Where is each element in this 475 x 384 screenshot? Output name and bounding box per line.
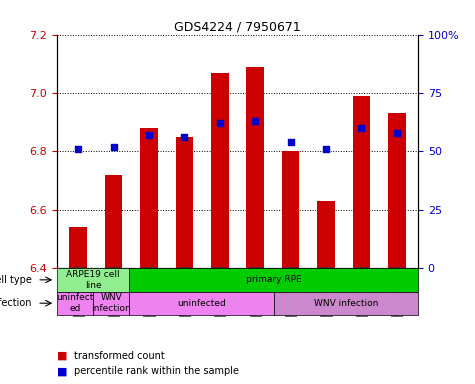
Text: uninfected: uninfected (177, 299, 226, 308)
Text: WNV
infection: WNV infection (91, 293, 131, 313)
Text: GSM762066: GSM762066 (251, 268, 260, 315)
Point (75, 146, 82, 152)
Point (322, 146, 330, 152)
Point (251, 118, 259, 124)
FancyBboxPatch shape (129, 291, 274, 315)
Point (393, 130, 400, 136)
FancyBboxPatch shape (129, 268, 418, 291)
Title: GDS4224 / 7950671: GDS4224 / 7950671 (174, 20, 301, 33)
Point (180, 134, 188, 141)
Point (216, 120, 224, 126)
Bar (317, 201, 335, 268)
Bar (69, 227, 87, 268)
FancyBboxPatch shape (274, 291, 418, 315)
Text: uninfect
ed: uninfect ed (57, 293, 94, 313)
FancyBboxPatch shape (93, 291, 129, 315)
Text: infection: infection (0, 298, 32, 308)
Text: GSM762062: GSM762062 (180, 268, 189, 315)
Bar (388, 113, 406, 268)
Text: percentile rank within the sample: percentile rank within the sample (74, 366, 238, 376)
Point (110, 144, 117, 150)
Bar (282, 151, 299, 268)
Text: ■: ■ (57, 366, 67, 376)
Text: GSM762060: GSM762060 (144, 268, 153, 315)
FancyBboxPatch shape (57, 291, 93, 315)
Text: GSM762065: GSM762065 (357, 268, 366, 315)
Text: primary RPE: primary RPE (246, 275, 302, 284)
Text: cell type: cell type (0, 275, 32, 285)
Bar (105, 175, 123, 268)
Text: ■: ■ (57, 351, 67, 361)
Point (287, 139, 294, 145)
Bar (211, 73, 228, 268)
Text: transformed count: transformed count (74, 351, 164, 361)
Text: GSM762063: GSM762063 (322, 268, 331, 315)
Text: GSM762068: GSM762068 (74, 268, 83, 315)
Text: GSM762064: GSM762064 (215, 268, 224, 315)
Text: GSM762069: GSM762069 (109, 268, 118, 315)
Bar (352, 96, 370, 268)
Bar (247, 67, 264, 268)
Point (145, 132, 153, 138)
Text: ARPE19 cell
line: ARPE19 cell line (66, 270, 120, 290)
Text: GSM762067: GSM762067 (392, 268, 401, 315)
FancyBboxPatch shape (57, 268, 129, 291)
Text: GSM762061: GSM762061 (286, 268, 295, 315)
Bar (140, 128, 158, 268)
Point (358, 125, 365, 131)
Bar (176, 137, 193, 268)
Text: WNV infection: WNV infection (314, 299, 378, 308)
